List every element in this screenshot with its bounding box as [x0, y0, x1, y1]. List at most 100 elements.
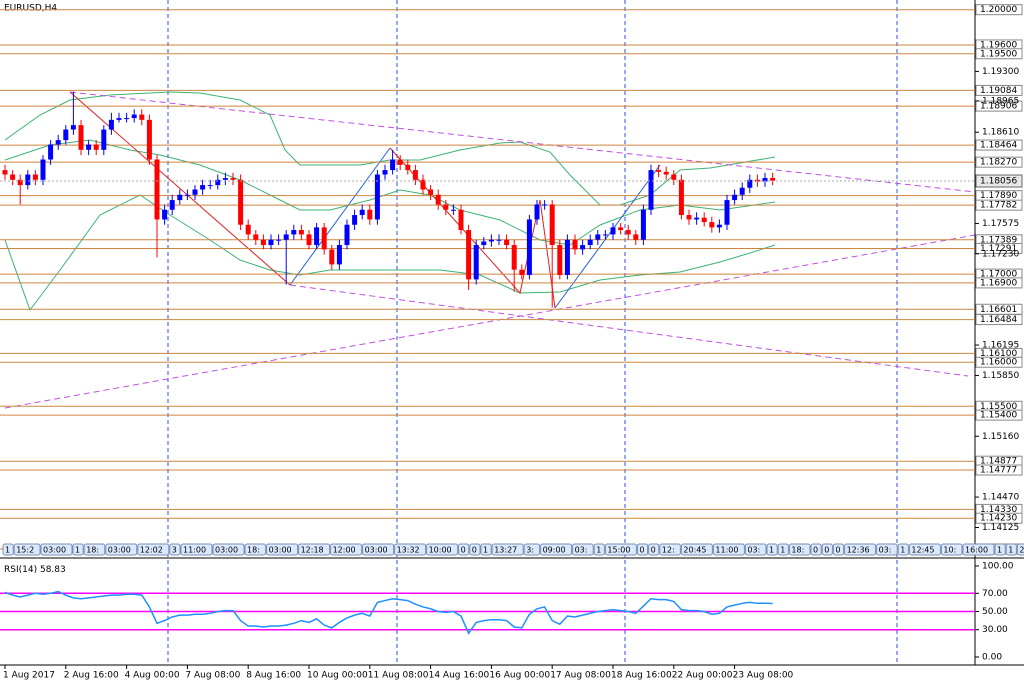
candle-body — [276, 239, 282, 241]
candle-body — [329, 249, 335, 265]
level-label: 1.17389 — [980, 235, 1017, 245]
level-label-box — [975, 199, 1023, 211]
candle-body — [397, 159, 403, 165]
level-label: 1.16000 — [980, 358, 1017, 368]
candle-body — [458, 209, 464, 231]
candle-body — [32, 174, 38, 180]
candle-body — [732, 194, 738, 201]
candle-body — [481, 241, 487, 246]
time-chip — [180, 543, 213, 556]
y-tick-label: 1.15850 — [982, 371, 1019, 381]
x-tick-label: 18 Aug 16:00 — [611, 671, 672, 681]
candle-body — [230, 178, 236, 180]
candle-body — [420, 179, 426, 190]
candle-body — [131, 114, 137, 119]
candle-body — [283, 234, 289, 240]
level-label: 1.15500 — [980, 402, 1017, 412]
candle-body — [207, 185, 213, 187]
candle-body — [192, 189, 198, 195]
level-label: 1.18270 — [980, 158, 1017, 168]
indicator-value: 58.83 — [40, 565, 66, 575]
candle-body — [466, 230, 472, 280]
time-chip-label: 12:45 — [911, 546, 934, 555]
candle-body — [222, 178, 228, 180]
candle-body — [564, 239, 570, 275]
candle-body — [640, 209, 646, 240]
candle-body — [260, 239, 266, 246]
time-chip-label: 03: — [879, 546, 892, 555]
trend-line — [4, 234, 976, 409]
candle-body — [473, 245, 479, 280]
time-chip — [908, 543, 941, 556]
level-label: 1.19084 — [980, 86, 1017, 96]
time-chip — [604, 543, 637, 556]
level-label-box — [975, 139, 1023, 151]
time-chip — [832, 543, 845, 556]
level-label-box — [975, 409, 1023, 421]
current-price-label: 1.18056 — [980, 177, 1017, 187]
time-chip-label: 1 — [5, 546, 10, 555]
time-chip — [137, 543, 170, 556]
time-chip-label: 1 — [75, 546, 80, 555]
candle-body — [268, 239, 274, 246]
time-chip-label: 1 — [483, 546, 488, 555]
candle-body — [177, 194, 183, 201]
level-label: 1.17890 — [980, 191, 1017, 201]
x-tick-label: 10 Aug 00:00 — [307, 671, 368, 681]
time-chip — [244, 543, 267, 556]
time-chip — [83, 543, 106, 556]
time-chip — [212, 543, 245, 556]
level-label: 1.17291 — [980, 244, 1017, 254]
level-label: 1.20000 — [980, 5, 1017, 15]
candle-body — [291, 230, 297, 235]
time-chip — [426, 543, 459, 556]
time-chip-label: 10:00 — [429, 546, 452, 555]
candle-body — [40, 159, 46, 180]
candle-body — [534, 204, 540, 220]
candle-body — [716, 224, 722, 228]
time-chip — [105, 543, 138, 556]
candle-body — [344, 224, 350, 246]
time-chip-label: 13:27 — [494, 546, 517, 555]
time-chip-label: 1 — [780, 546, 785, 555]
time-chip — [648, 543, 660, 556]
zigzag — [289, 147, 391, 286]
candle-body — [321, 227, 327, 250]
candle-body — [25, 174, 31, 186]
time-chip — [572, 543, 594, 556]
x-tick-label: 2 Aug 16:00 — [64, 671, 119, 681]
candle-body — [184, 194, 190, 196]
rsi-line — [4, 590, 773, 635]
time-chip-label: 03:00 — [269, 546, 292, 555]
candle-body — [139, 114, 145, 120]
time-chip-label: 1 — [997, 546, 1002, 555]
rsi-tick-label: 30.00 — [982, 625, 1008, 635]
level-label: 1.18464 — [980, 141, 1017, 151]
x-tick-label: 1 Aug 2017 — [3, 671, 55, 681]
y-tick-label: 1.17575 — [982, 219, 1019, 229]
time-chip-label: 1 — [596, 546, 601, 555]
level-label: 1.17000 — [980, 270, 1017, 280]
candle-body — [428, 189, 434, 195]
bollinger-upper — [4, 91, 776, 206]
time-chip — [40, 543, 73, 556]
time-chip-label: 12: — [662, 546, 675, 555]
candle-body — [671, 174, 677, 180]
candle-body — [93, 144, 99, 150]
candle-body — [336, 245, 342, 265]
candle-body — [200, 185, 206, 190]
candle-body — [215, 179, 221, 186]
time-chip-label: 03: — [575, 546, 588, 555]
x-tick-label: 14 Aug 16:00 — [429, 671, 490, 681]
candle-body — [405, 164, 411, 171]
time-chip — [2, 543, 14, 556]
y-tick-label: 1.18965 — [982, 96, 1019, 106]
time-chip-label: 0 — [639, 546, 644, 555]
level-label: 1.16601 — [980, 305, 1017, 315]
candle-body — [78, 125, 84, 150]
time-chip — [962, 543, 995, 556]
candle-body — [602, 234, 608, 236]
time-chip — [766, 543, 778, 556]
trend-line — [289, 284, 969, 377]
